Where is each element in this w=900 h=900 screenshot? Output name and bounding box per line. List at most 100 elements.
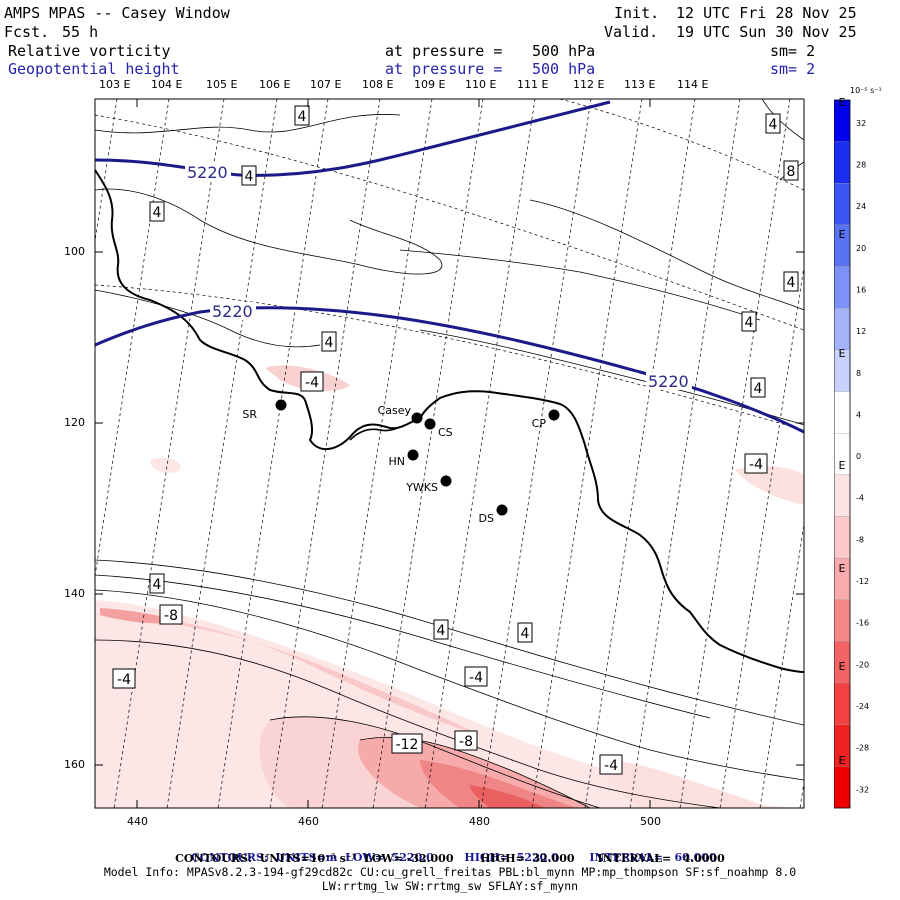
colorbar-swatch (834, 599, 851, 642)
station-label: HN (389, 455, 406, 468)
vorticity-label: -4 (305, 375, 319, 391)
y-tick-label: 100 (64, 245, 85, 258)
forecast-value: 55 h (62, 23, 99, 41)
vorticity-label: 4 (754, 381, 763, 397)
coastline-inner (349, 424, 406, 441)
colorbar-swatch (834, 766, 851, 809)
top-longitude-label: 107 E (310, 78, 342, 91)
init-value: 12 UTC Fri 28 Nov 25 (676, 4, 857, 22)
colorbar-swatch (834, 266, 851, 309)
top-longitude-label: 104 E (151, 78, 183, 91)
height-label-bg (646, 372, 692, 390)
x-tick-label: 500 (640, 815, 661, 828)
colorbar-label: 20 (856, 244, 866, 253)
colorbar-label: 0 (856, 452, 861, 461)
top-longitude-label: 108 E (362, 78, 394, 91)
vorticity-label: -4 (117, 672, 131, 688)
vorticity-label-box (744, 453, 768, 474)
smoothing1: sm= 2 (770, 42, 816, 60)
vorticity-label: -4 (469, 670, 483, 686)
station-label: YWKS (405, 481, 438, 494)
top-longitude-label: 105 E (206, 78, 238, 91)
vorticity-label-box (599, 754, 623, 775)
vorticity-label: 8 (787, 164, 796, 180)
vorticity-label-box (783, 271, 799, 292)
station-marker (411, 412, 423, 424)
colorbar-label: 12 (856, 327, 866, 336)
right-longitude-label: 121 E (834, 754, 845, 767)
vorticity-label-box (149, 573, 165, 594)
colorbar-swatch (834, 516, 851, 559)
colorbar-label: -4 (856, 494, 864, 503)
vorticity-label: 4 (745, 315, 754, 331)
station-marker (407, 449, 419, 461)
right-longitude-label: 116 E (834, 228, 845, 241)
y-tick-label: 120 (64, 416, 85, 429)
vorticity-label: 4 (153, 577, 162, 593)
y-tick-label: 140 (64, 587, 85, 600)
station-label: CP (532, 417, 547, 430)
top-longitude-label: 103 E (99, 78, 131, 91)
model-physics: LW:rrtmg_lw SW:rrtmg_sw SFLAY:sf_mynn (321, 879, 579, 893)
vorticity-label: 4 (769, 117, 778, 133)
right-longitude-label: 120 E (834, 660, 845, 673)
vorticity-label-box (112, 668, 136, 689)
colorbar-swatch (834, 183, 851, 226)
y-tick-label: 160 (64, 758, 85, 771)
station-label: DS (479, 512, 494, 525)
vorticity-label-box (750, 377, 766, 398)
vorticity-label-box (300, 371, 324, 392)
height-label-bg (185, 163, 231, 181)
colorbar-swatch (834, 391, 851, 434)
colorbar-label: 28 (856, 161, 866, 170)
top-longitude-label: 106 E (259, 78, 291, 91)
colorbar-swatch (834, 141, 851, 184)
vorticity-label-box (517, 622, 533, 643)
station-marker (548, 409, 560, 421)
chart-title: AMPS MPAS -- Casey Window (4, 4, 230, 22)
init-label: Init. (614, 4, 660, 22)
vorticity-label-box (433, 619, 449, 640)
colorbar-label: 8 (856, 369, 861, 378)
vorticity-shading (95, 365, 804, 808)
colorbar-swatch (834, 308, 851, 351)
vorticity-label: -4 (604, 758, 618, 774)
x-tick-label: 460 (298, 815, 319, 828)
station-label: Casey (378, 404, 412, 417)
vorticity-label-box (765, 113, 781, 134)
height-contour-info: CONTOURS: UNITS=m LOW= 5220.0 HIGH= 5220… (191, 851, 717, 864)
colorbar-label: 4 (856, 410, 861, 419)
colorbar-label: 32 (856, 119, 866, 128)
right-longitude-label: 119 E (834, 562, 845, 575)
vorticity-label: 4 (521, 626, 530, 642)
right-longitude-label: 115 E (834, 96, 845, 109)
top-longitude-label: 110 E (465, 78, 497, 91)
vorticity-label: 4 (437, 623, 446, 639)
height-label: 5220 (648, 372, 689, 391)
vorticity-label-box (149, 201, 165, 222)
colorbar-label: 16 (856, 285, 866, 294)
height-label-bg (210, 302, 256, 320)
vorticity-label: 4 (787, 275, 796, 291)
colorbar-swatch (834, 474, 851, 517)
colorbar-unit: 10⁻⁵ s⁻¹ (850, 86, 882, 95)
top-longitude-label: 112 E (573, 78, 605, 91)
field2-label: Geopotential height (8, 60, 180, 78)
vorticity-label-box (391, 733, 423, 754)
valid-label: Valid. (604, 23, 659, 41)
vorticity-label-box (454, 730, 478, 751)
colorbar-label: -12 (856, 577, 869, 586)
colorbar-label: -24 (856, 702, 869, 711)
vorticity-label-box (464, 666, 488, 687)
x-tick-label: 440 (127, 815, 148, 828)
station-marker (496, 504, 508, 516)
colorbar-label: -28 (856, 744, 869, 753)
x-tick-label: 480 (469, 815, 490, 828)
vorticity-label-box (159, 604, 183, 625)
top-longitude-label: 113 E (624, 78, 656, 91)
coastline (95, 169, 804, 673)
valid-value: 19 UTC Sun 30 Nov 25 (676, 23, 857, 41)
model-info: Model Info: MPASv8.2.3-194-gf29cd82c CU:… (103, 865, 797, 879)
vorticity-label: -12 (396, 737, 419, 753)
